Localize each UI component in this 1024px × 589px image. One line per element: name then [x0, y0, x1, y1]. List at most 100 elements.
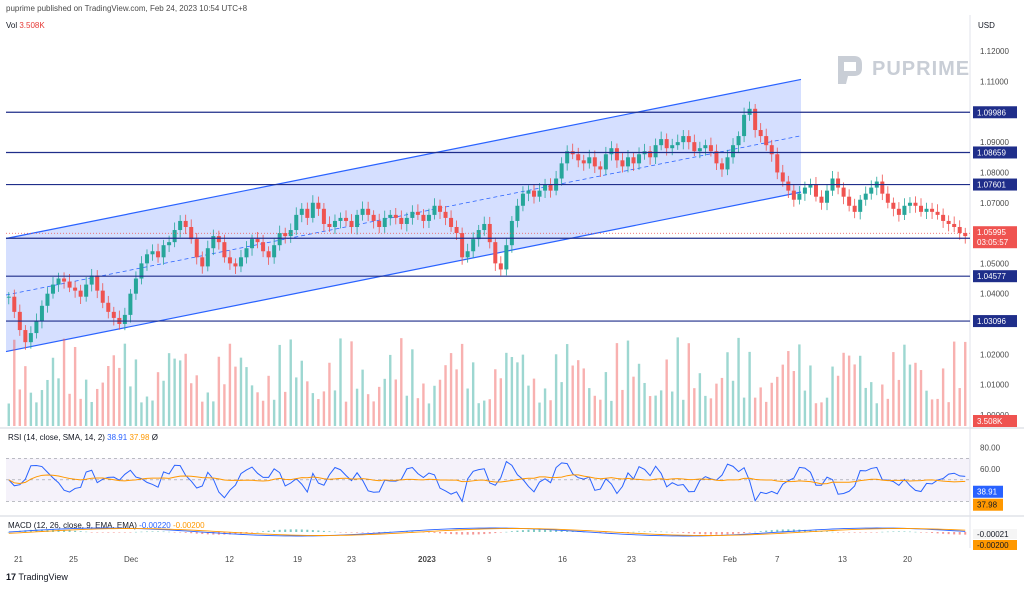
volume-value: 3.508K [19, 21, 45, 30]
macd-histogram-bar [46, 529, 49, 532]
macd-histogram-bar [306, 529, 309, 532]
volume-bar [162, 380, 165, 426]
macd-histogram-bar [151, 531, 154, 532]
candle-body [797, 193, 802, 200]
volume-bar [328, 362, 331, 426]
candle-body [327, 223, 332, 227]
candle-body [714, 151, 719, 164]
candle-body [133, 278, 138, 294]
macd-histogram-bar [737, 532, 740, 534]
macd-histogram-bar [942, 532, 945, 534]
candle-body [233, 263, 238, 267]
macd-histogram-bar [118, 532, 121, 533]
candle-body [244, 248, 249, 258]
macd-legend-name: MACD (12, 26, close, 9, EMA, EMA) [8, 521, 137, 530]
candle-body [526, 190, 531, 194]
volume-bar [284, 391, 287, 426]
volume-bar [190, 383, 193, 426]
volume-bar [753, 397, 757, 426]
volume-bar [964, 341, 967, 426]
candle-body [150, 251, 155, 255]
macd-histogram-bar [383, 531, 386, 533]
rsi-legend-name: RSI (14, close, SMA, 14, 2) [8, 433, 105, 442]
candle-body [924, 208, 929, 212]
macd-histogram-bar [704, 532, 707, 535]
volume-bar [527, 385, 530, 426]
macd-histogram-bar [809, 530, 812, 532]
volume-bar [792, 371, 796, 426]
macd-histogram-bar [311, 530, 314, 532]
macd-histogram-bar [278, 529, 281, 532]
volume-bar [355, 388, 359, 426]
candle-body [719, 163, 724, 170]
macd-histogram-bar [765, 530, 768, 532]
rsi-last-tag [973, 485, 1003, 498]
macd-histogram-bar [405, 531, 408, 532]
price-tick-label: 1.01000 [980, 381, 1009, 390]
macd-histogram-bar [378, 532, 381, 533]
volume-bar [261, 400, 265, 426]
volume-bar [167, 353, 171, 426]
macd-histogram-bar [145, 531, 148, 533]
macd-histogram-bar [864, 532, 867, 533]
candle-body [12, 296, 17, 312]
candle-body [39, 305, 44, 321]
candle-body [45, 293, 50, 306]
candle-body [56, 278, 61, 285]
candle-body [537, 190, 542, 197]
candle-body [78, 290, 83, 297]
macd-histogram-bar [953, 532, 956, 535]
time-axis-label: 23 [627, 555, 636, 564]
candle-body [520, 193, 525, 206]
candle-body [277, 233, 282, 246]
candle-body [227, 257, 232, 264]
tradingview-logo[interactable]: 17 TradingView [6, 572, 68, 582]
macd-histogram-bar [649, 531, 652, 532]
eye-icon[interactable]: Ø [151, 433, 158, 442]
volume-last-tag [973, 415, 1017, 427]
volume-bar [626, 340, 630, 426]
volume-bar [250, 385, 254, 426]
candle-body [913, 202, 918, 206]
candle-body [393, 214, 398, 218]
volume-bar [90, 401, 93, 426]
volume-bar [422, 383, 425, 426]
price-tick-label: 1.04000 [980, 290, 1009, 299]
candle-body [460, 233, 465, 258]
candle-body [194, 239, 199, 258]
volume-bar [892, 352, 895, 426]
candle-body [941, 214, 946, 221]
volume-bar [223, 384, 226, 426]
macd-histogram-bar [179, 532, 182, 533]
candle-body [493, 242, 498, 264]
volume-bar [444, 365, 447, 426]
candle-body [858, 199, 863, 212]
volume-bar [57, 378, 60, 426]
candle-body [852, 205, 857, 212]
macd-histogram-bar [499, 532, 502, 533]
candle-body [178, 220, 183, 231]
candle-body [736, 136, 741, 146]
candle-body [89, 275, 94, 285]
candle-body [62, 278, 67, 282]
volume-bar [781, 364, 784, 426]
volume-bar [637, 363, 641, 426]
candle-body [753, 108, 758, 131]
volume-bar [665, 359, 668, 426]
candle-body [935, 211, 940, 215]
candle-body [841, 187, 846, 197]
volume-bar [372, 401, 375, 426]
trend-channel-lower[interactable] [5, 191, 802, 353]
volume-bar [897, 379, 901, 426]
volume-bar [847, 355, 851, 426]
macd-histogram-bar [665, 531, 668, 533]
trend-channel-upper[interactable] [5, 78, 802, 240]
volume-bar [521, 354, 525, 426]
macd-histogram-bar [555, 529, 558, 532]
macd-histogram-bar [140, 531, 143, 533]
volume-bar [245, 367, 248, 426]
candle-body [255, 239, 260, 243]
trend-channel-median [5, 135, 802, 296]
volume-bar [565, 344, 569, 426]
